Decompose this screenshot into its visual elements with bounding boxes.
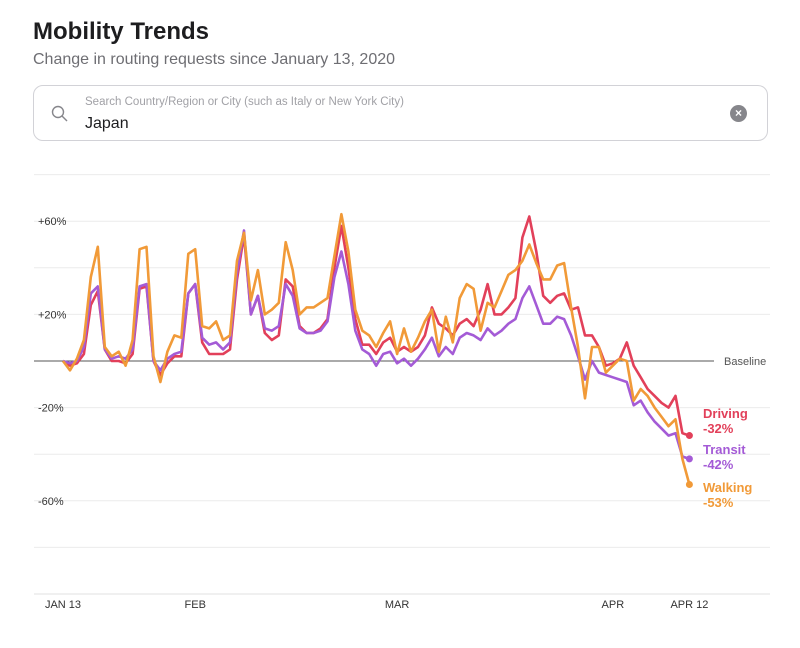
x-tick-label: APR 12 xyxy=(670,599,708,611)
series-endpoint-transit xyxy=(685,455,693,463)
y-tick-label: -20% xyxy=(38,403,64,415)
series-endpoint-driving xyxy=(685,432,693,440)
page-title: Mobility Trends xyxy=(33,18,210,45)
series-line-transit xyxy=(62,229,690,461)
series-final-value: -32% xyxy=(703,421,734,436)
search-box[interactable]: Search Country/Region or City (such as I… xyxy=(33,85,768,141)
series-line-driving xyxy=(62,215,690,437)
series-line-walking xyxy=(61,212,691,485)
page-subtitle: Change in routing requests since January… xyxy=(33,51,396,68)
series-final-value: -53% xyxy=(703,495,734,510)
y-tick-label: +60% xyxy=(38,216,67,228)
baseline-label: Baseline xyxy=(724,356,766,368)
y-tick-label: +20% xyxy=(38,309,67,321)
series-name-label: Driving xyxy=(703,406,748,421)
series-name-label: Transit xyxy=(703,442,746,457)
series-final-value: -42% xyxy=(703,457,734,472)
series-endpoint-walking xyxy=(685,480,693,488)
y-tick-label: -60% xyxy=(38,496,64,508)
search-input[interactable]: Japan xyxy=(85,115,129,132)
search-placeholder: Search Country/Region or City (such as I… xyxy=(85,96,404,108)
x-tick-label: FEB xyxy=(185,599,206,611)
search-icon xyxy=(51,105,69,128)
x-tick-label: JAN 13 xyxy=(45,599,81,611)
x-tick-label: APR xyxy=(602,599,625,611)
series-name-label: Walking xyxy=(703,480,752,495)
x-tick-label: MAR xyxy=(385,599,410,611)
clear-icon[interactable]: × xyxy=(730,105,747,122)
